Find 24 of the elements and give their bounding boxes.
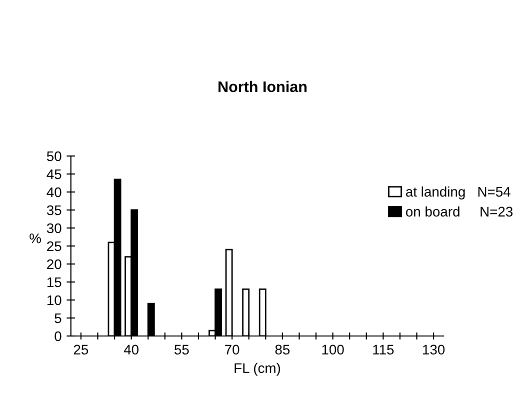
y-tick-label: 35 bbox=[46, 205, 62, 216]
y-tick-label: 10 bbox=[47, 295, 62, 306]
y-tick-label: 25 bbox=[47, 241, 62, 252]
x-tick-label: 115 bbox=[373, 344, 394, 355]
y-tick-label: 0 bbox=[54, 331, 62, 342]
legend-label: at landing N=54 bbox=[406, 186, 510, 200]
y-tick-label: 45 bbox=[46, 169, 62, 180]
legend-label: on board N=23 bbox=[406, 206, 513, 217]
y-tick-label: 30 bbox=[46, 223, 62, 234]
x-tick-label: 130 bbox=[423, 344, 445, 355]
x-tick-label: 55 bbox=[174, 344, 189, 355]
y-tick-label: 15 bbox=[47, 277, 62, 288]
y-tick-label: 40 bbox=[46, 187, 62, 198]
x-tick-label: 25 bbox=[74, 344, 88, 355]
x-axis-title: FL (cm) bbox=[234, 362, 280, 376]
x-tick-label: 100 bbox=[322, 344, 344, 355]
x-tick-label: 40 bbox=[124, 344, 139, 355]
chart-title: North Ionian bbox=[218, 80, 307, 92]
y-tick-label: 20 bbox=[47, 259, 62, 270]
y-tick-label: 50 bbox=[46, 151, 62, 162]
y-tick-label: 5 bbox=[54, 313, 62, 324]
x-tick-label: 85 bbox=[275, 344, 290, 355]
x-tick-label: 70 bbox=[225, 344, 240, 355]
y-axis-title: % bbox=[30, 233, 41, 244]
